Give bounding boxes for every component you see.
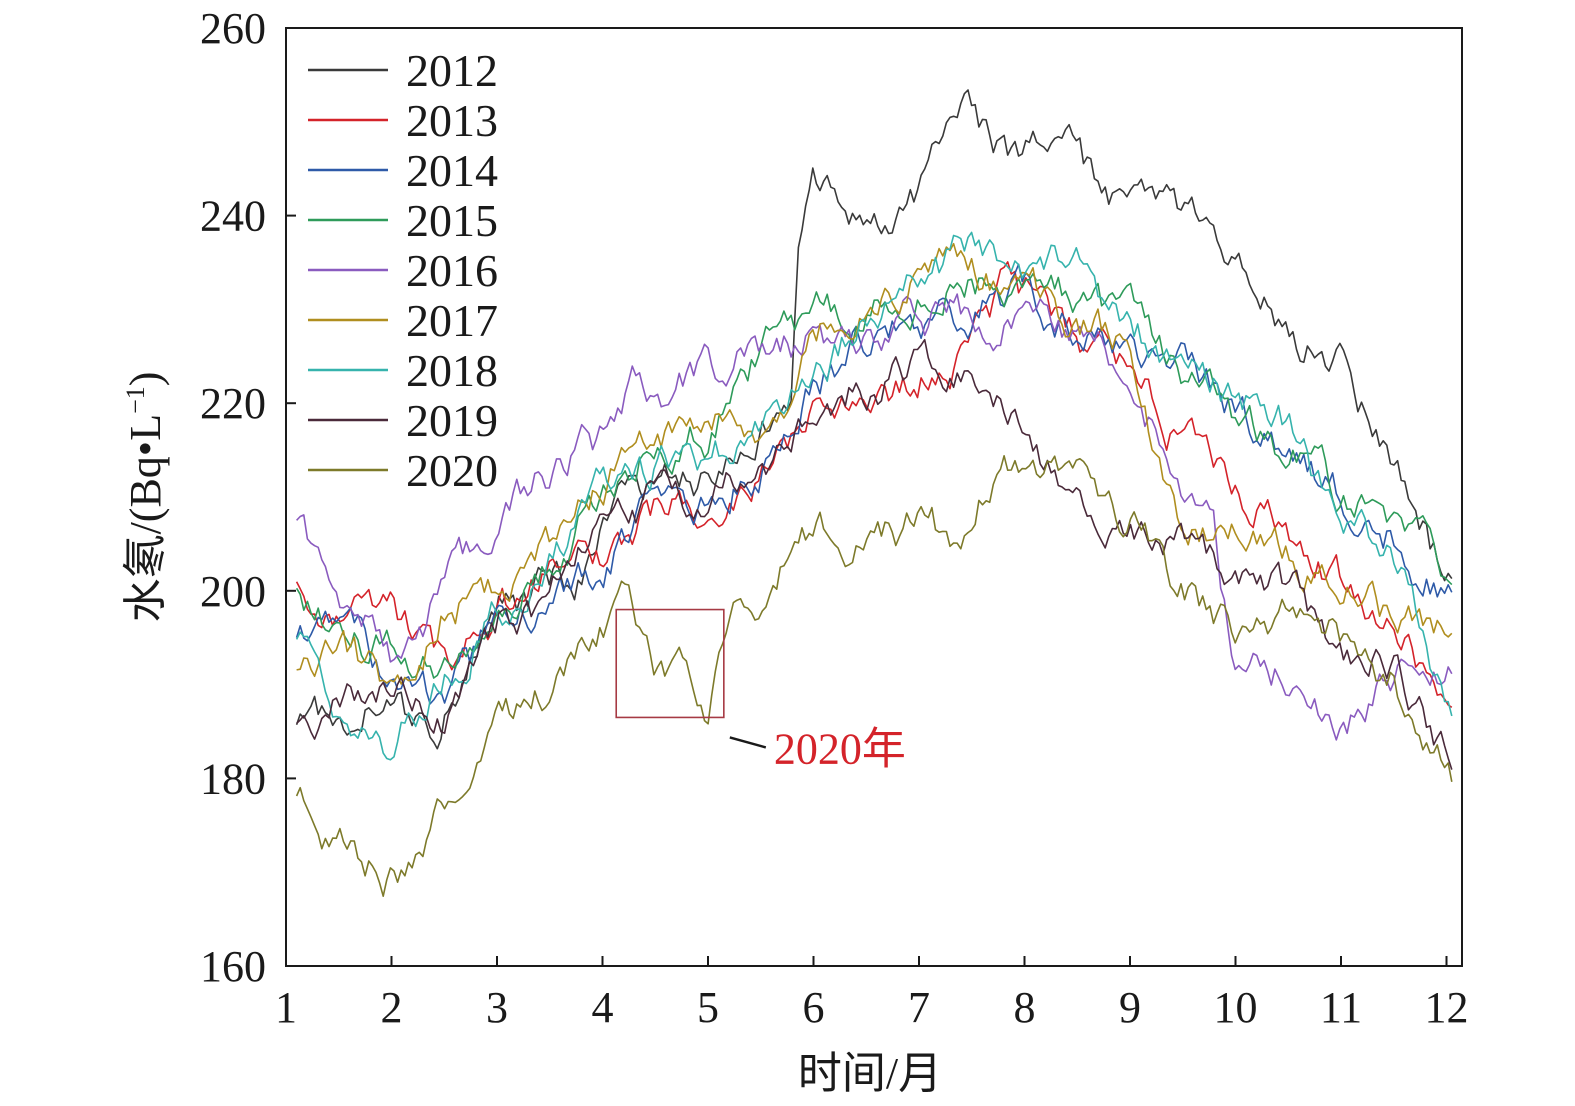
plot-frame [285, 27, 1463, 967]
x-tick-label: 1 [275, 983, 297, 1032]
y-tick-label: 160 [200, 942, 266, 991]
x-axis-ticks: 1 2 3 4 5 6 7 8 9 10 11 12 [275, 956, 1469, 1032]
legend-label-2013: 2013 [406, 95, 498, 146]
x-tick-label: 6 [803, 983, 825, 1032]
legend-label-2012: 2012 [406, 45, 498, 96]
y-tick-label: 220 [200, 379, 266, 428]
series-line-2013 [295, 261, 1453, 708]
y-tick-label: 200 [200, 567, 266, 616]
series-layer [295, 89, 1453, 897]
x-tick-label: 2 [381, 983, 403, 1032]
legend-label-2015: 2015 [406, 195, 498, 246]
y-axis-title-sup: −1 [121, 386, 150, 414]
x-tick-label: 5 [697, 983, 719, 1032]
legend-label-2020: 2020 [406, 445, 498, 496]
y-axis-ticks: 160 180 200 220 240 260 [200, 4, 296, 991]
x-tick-label: 10 [1214, 983, 1258, 1032]
annotation-leader [729, 736, 767, 749]
x-tick-label: 3 [486, 983, 508, 1032]
y-tick-label: 180 [200, 754, 266, 803]
series-line-2020 [295, 455, 1453, 897]
x-tick-label: 8 [1014, 983, 1036, 1032]
x-tick-label: 9 [1119, 983, 1141, 1032]
y-tick-label: 260 [200, 4, 266, 53]
y-axis-title-unit: (Bq•L [121, 414, 170, 522]
y-tick-label: 240 [200, 192, 266, 241]
x-tick-label: 7 [908, 983, 930, 1032]
y-axis-title-main: 水氡/ [121, 521, 170, 622]
y-axis-title-close: ) [121, 372, 170, 387]
legend-label-2019: 2019 [406, 395, 498, 446]
series-line-2019 [296, 338, 1453, 770]
annotation: 2020年 [615, 608, 906, 773]
series-line-2012 [295, 89, 1453, 750]
legend-label-2018: 2018 [406, 345, 498, 396]
series-line-2014 [295, 263, 1453, 705]
series-line-2018 [295, 231, 1453, 761]
annotation-label: 2020年 [774, 724, 906, 773]
x-tick-label: 12 [1425, 983, 1469, 1032]
legend-label-2017: 2017 [406, 295, 498, 346]
series-line-2016 [296, 293, 1453, 741]
legend-label-2014: 2014 [406, 145, 498, 196]
y-axis-title: 水氡/(Bq•L−1) [121, 372, 170, 623]
x-axis-title: 时间/月 [798, 1049, 942, 1098]
x-tick-label: 4 [592, 983, 614, 1032]
annotation-box [615, 608, 725, 719]
series-line-2017 [296, 242, 1453, 685]
legend-label-2016: 2016 [406, 245, 498, 296]
x-tick-label: 11 [1320, 983, 1362, 1032]
